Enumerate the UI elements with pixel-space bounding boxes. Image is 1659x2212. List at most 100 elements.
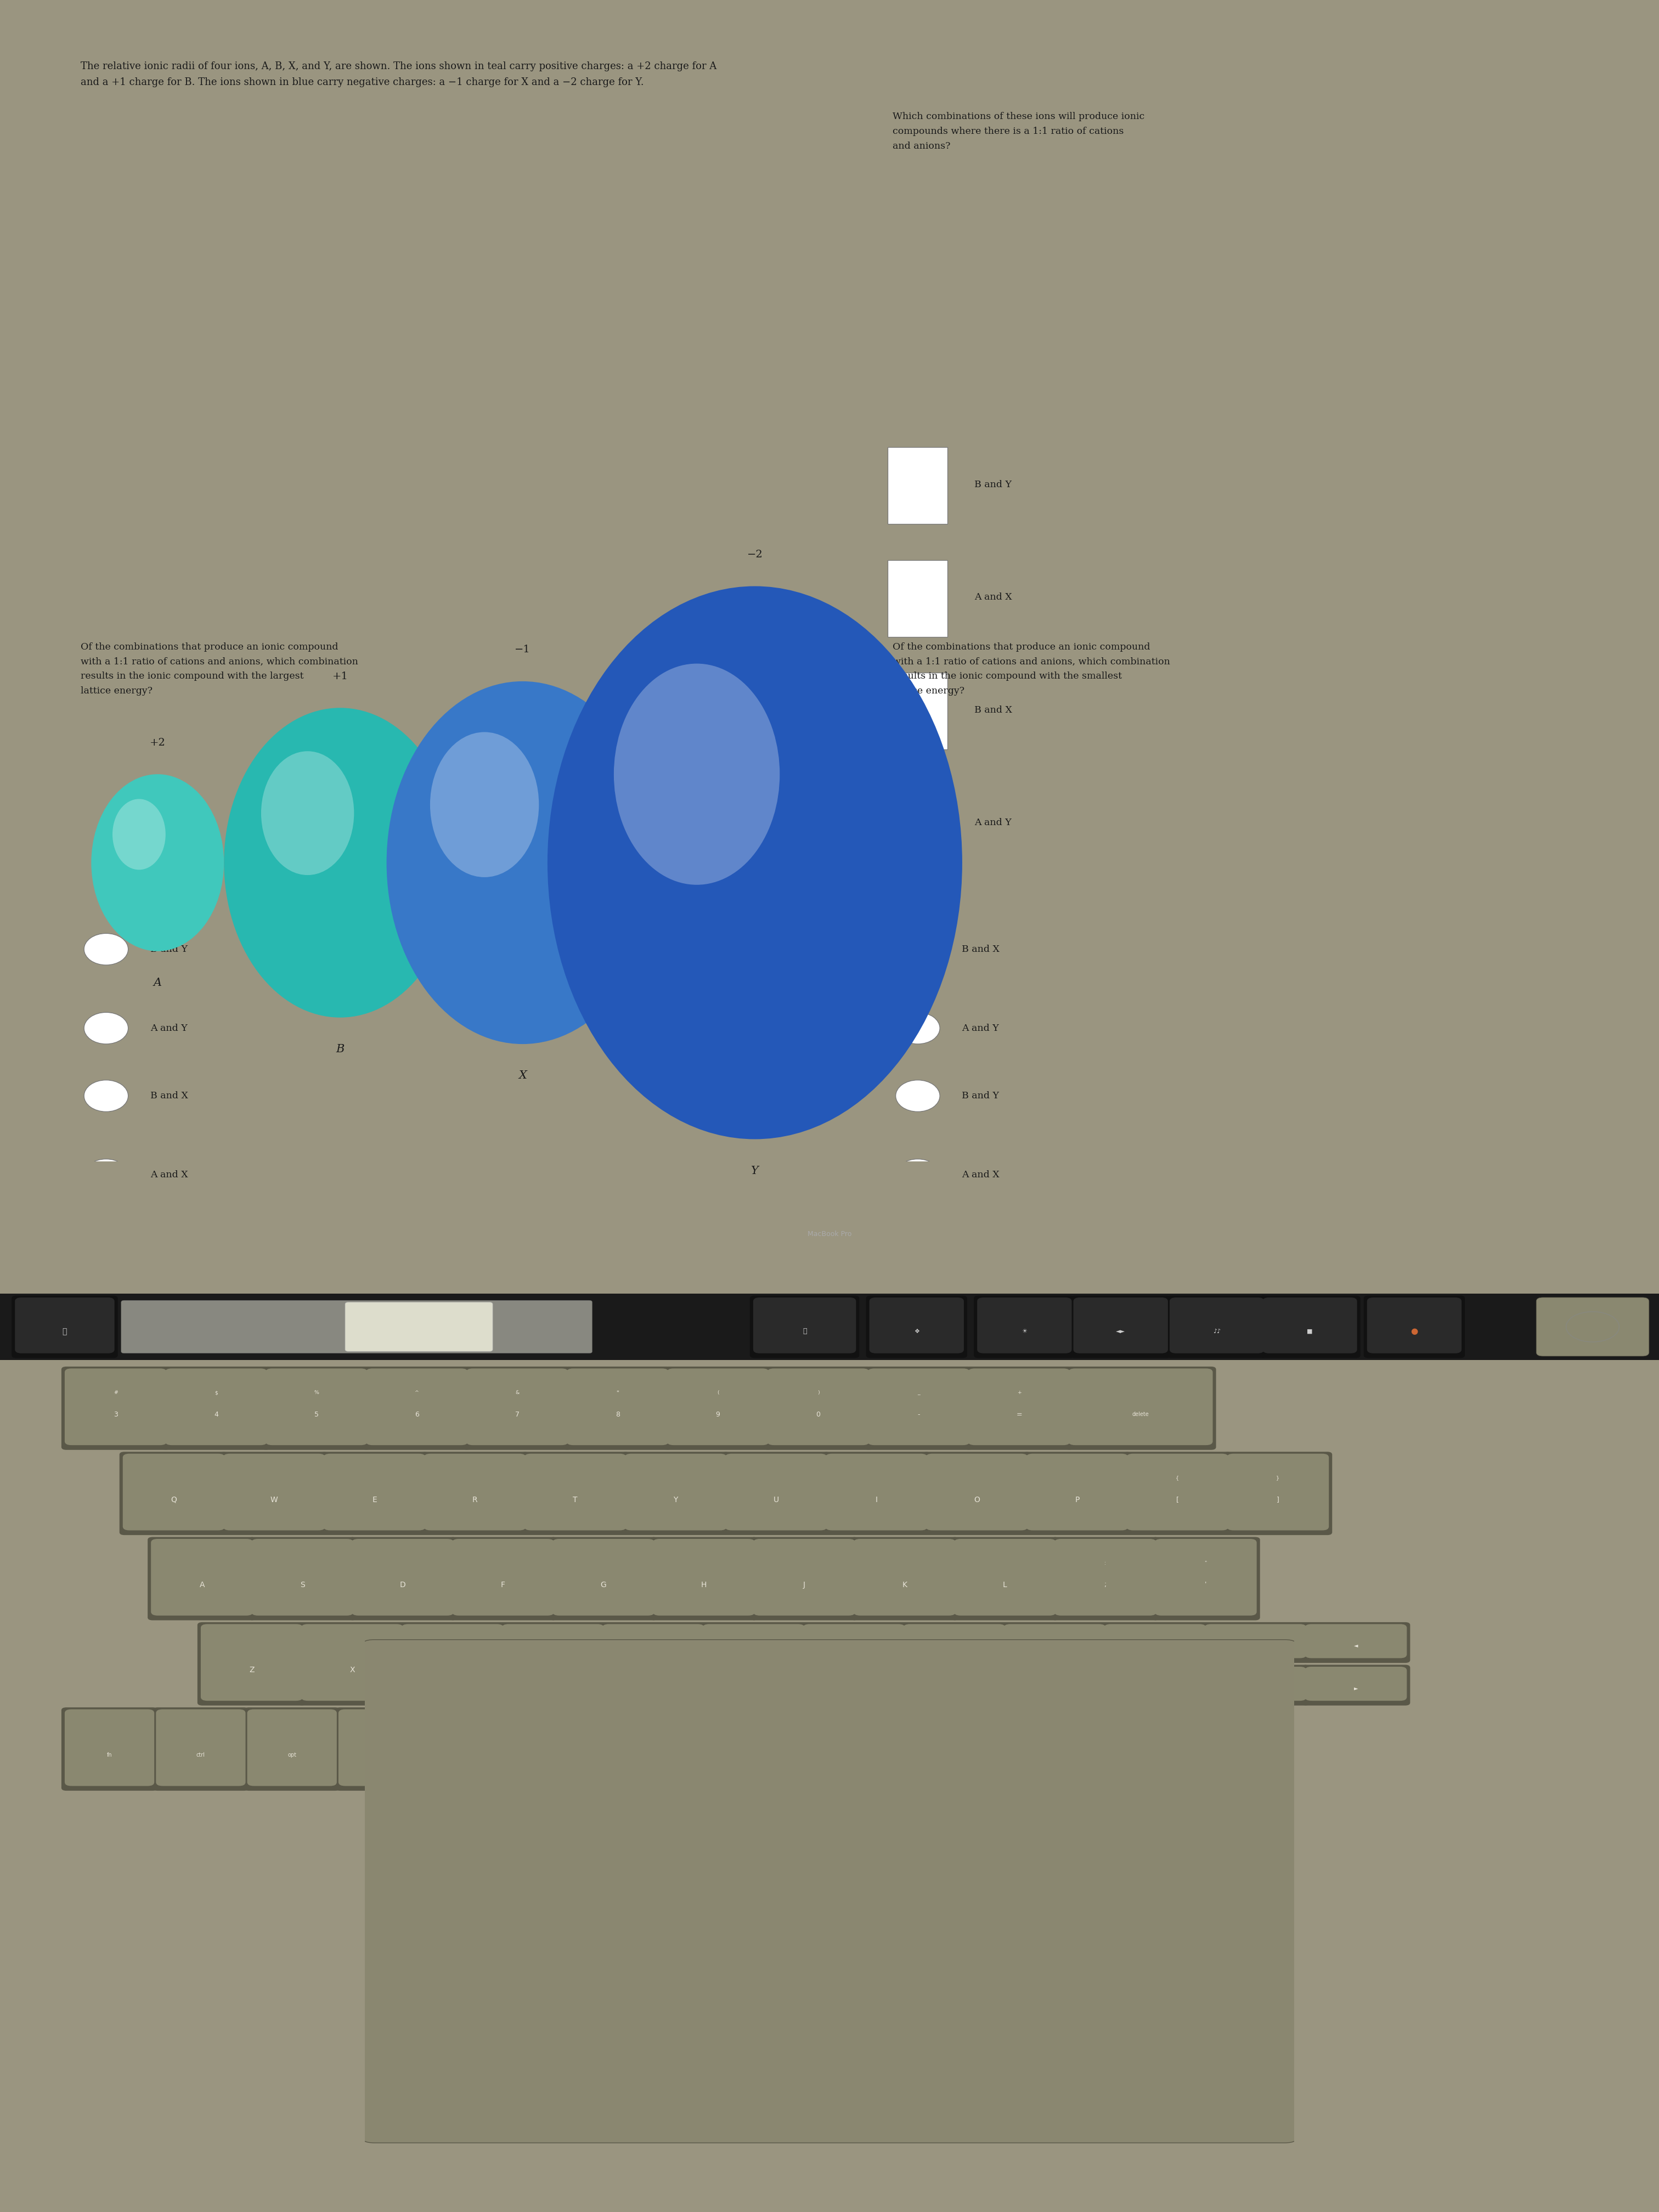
FancyBboxPatch shape <box>849 1537 959 1619</box>
FancyBboxPatch shape <box>800 1621 907 1705</box>
FancyBboxPatch shape <box>620 1451 730 1535</box>
Text: Of the combinations that produce an ionic compound
with a 1:1 ratio of cations a: Of the combinations that produce an ioni… <box>893 641 1170 697</box>
Text: +1: +1 <box>332 672 348 681</box>
FancyBboxPatch shape <box>1068 1369 1213 1444</box>
FancyBboxPatch shape <box>324 1453 425 1531</box>
FancyBboxPatch shape <box>753 1298 856 1354</box>
FancyBboxPatch shape <box>922 1451 1030 1535</box>
FancyBboxPatch shape <box>463 1367 571 1449</box>
FancyBboxPatch shape <box>566 1369 669 1444</box>
FancyBboxPatch shape <box>954 1540 1055 1615</box>
FancyBboxPatch shape <box>148 1537 255 1619</box>
FancyBboxPatch shape <box>703 1624 805 1701</box>
FancyBboxPatch shape <box>1065 1367 1216 1449</box>
FancyBboxPatch shape <box>1204 1624 1307 1659</box>
Text: 6: 6 <box>415 1411 420 1418</box>
Text: W: W <box>270 1495 279 1504</box>
Text: ►: ► <box>1354 1686 1357 1690</box>
FancyBboxPatch shape <box>222 1453 325 1531</box>
Text: -: - <box>917 1411 919 1418</box>
FancyBboxPatch shape <box>725 1453 826 1531</box>
Text: {: { <box>1176 1475 1180 1480</box>
FancyBboxPatch shape <box>401 1624 504 1701</box>
Text: (: ( <box>717 1389 718 1396</box>
Text: ): ) <box>818 1389 820 1396</box>
FancyBboxPatch shape <box>1204 1666 1307 1701</box>
FancyBboxPatch shape <box>1022 1451 1131 1535</box>
Text: B and X: B and X <box>962 945 1000 953</box>
Text: A and Y: A and Y <box>974 818 1012 827</box>
FancyBboxPatch shape <box>1223 1451 1332 1535</box>
FancyBboxPatch shape <box>398 1621 508 1705</box>
FancyBboxPatch shape <box>1304 1666 1407 1701</box>
Text: _: _ <box>917 1389 921 1396</box>
FancyBboxPatch shape <box>247 1710 337 1785</box>
Text: V: V <box>551 1666 556 1674</box>
FancyBboxPatch shape <box>652 1540 755 1615</box>
FancyBboxPatch shape <box>974 1296 1075 1358</box>
FancyBboxPatch shape <box>977 1298 1072 1354</box>
FancyBboxPatch shape <box>664 1367 771 1449</box>
Text: D: D <box>400 1582 406 1588</box>
FancyBboxPatch shape <box>156 1710 246 1785</box>
FancyBboxPatch shape <box>1156 1708 1253 1792</box>
FancyBboxPatch shape <box>0 1294 1659 1360</box>
Text: $: $ <box>214 1389 217 1396</box>
FancyBboxPatch shape <box>1151 1537 1261 1619</box>
FancyBboxPatch shape <box>1301 1621 1410 1663</box>
Text: Y: Y <box>752 1166 758 1177</box>
FancyBboxPatch shape <box>853 1540 956 1615</box>
Text: S: S <box>300 1582 305 1588</box>
Text: ⌘: ⌘ <box>406 1739 415 1747</box>
Text: ": " <box>1204 1562 1206 1566</box>
Text: 8: 8 <box>615 1411 620 1418</box>
Text: −1: −1 <box>514 646 531 655</box>
Text: B: B <box>650 1666 655 1674</box>
FancyBboxPatch shape <box>1004 1624 1105 1701</box>
FancyBboxPatch shape <box>899 1621 1009 1705</box>
FancyBboxPatch shape <box>1123 1451 1231 1535</box>
Circle shape <box>85 1013 128 1044</box>
Circle shape <box>85 1079 128 1113</box>
Text: 7: 7 <box>514 1411 519 1418</box>
FancyBboxPatch shape <box>549 1537 657 1619</box>
Text: :: : <box>1105 1562 1107 1566</box>
FancyBboxPatch shape <box>599 1621 707 1705</box>
FancyBboxPatch shape <box>700 1621 808 1705</box>
FancyBboxPatch shape <box>265 1369 368 1444</box>
Text: fn: fn <box>106 1752 113 1759</box>
FancyBboxPatch shape <box>448 1537 557 1619</box>
Text: ,: , <box>954 1666 956 1674</box>
FancyBboxPatch shape <box>244 1708 340 1792</box>
Text: A and Y: A and Y <box>962 1024 999 1033</box>
Text: 3: 3 <box>113 1411 118 1418</box>
FancyBboxPatch shape <box>1262 1298 1357 1354</box>
FancyBboxPatch shape <box>425 1453 526 1531</box>
FancyBboxPatch shape <box>521 1451 629 1535</box>
FancyBboxPatch shape <box>888 672 947 750</box>
Text: MacBook Pro: MacBook Pro <box>808 1230 851 1239</box>
FancyBboxPatch shape <box>1201 1621 1309 1663</box>
FancyBboxPatch shape <box>1044 1710 1155 1785</box>
Text: delete: delete <box>1131 1411 1150 1418</box>
Text: ^: ^ <box>415 1389 420 1396</box>
FancyBboxPatch shape <box>365 1369 468 1444</box>
FancyBboxPatch shape <box>360 1639 1299 2143</box>
Text: ●: ● <box>1410 1327 1418 1336</box>
FancyBboxPatch shape <box>766 1369 869 1444</box>
Text: C: C <box>450 1666 455 1674</box>
FancyBboxPatch shape <box>201 1624 302 1701</box>
Text: Q: Q <box>171 1495 178 1504</box>
Text: +: + <box>1017 1389 1022 1396</box>
Text: ♪♪: ♪♪ <box>1213 1329 1221 1334</box>
FancyBboxPatch shape <box>219 1451 328 1535</box>
FancyBboxPatch shape <box>750 1537 859 1619</box>
FancyBboxPatch shape <box>338 1710 483 1785</box>
Text: >: > <box>1052 1646 1057 1650</box>
FancyBboxPatch shape <box>362 1367 471 1449</box>
FancyBboxPatch shape <box>119 1451 227 1535</box>
FancyBboxPatch shape <box>667 1369 768 1444</box>
FancyBboxPatch shape <box>484 1708 893 1792</box>
Text: Which combinations of these ions will produce ionic
compounds where there is a 1: Which combinations of these ions will pr… <box>893 113 1145 150</box>
Text: <: < <box>952 1646 957 1650</box>
